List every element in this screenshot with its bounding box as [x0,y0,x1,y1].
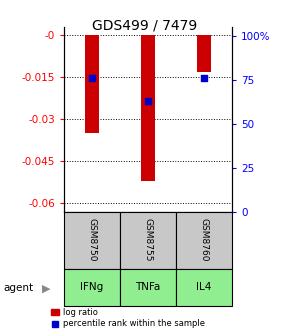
Bar [197,35,211,72]
Text: agent: agent [3,283,33,293]
Bar [64,212,120,269]
Text: GDS499 / 7479: GDS499 / 7479 [93,18,197,33]
Bar [120,269,176,306]
Point [90,75,94,81]
Text: GSM8755: GSM8755 [143,218,153,262]
Legend: log ratio, percentile rank within the sample: log ratio, percentile rank within the sa… [48,305,208,332]
Text: GSM8750: GSM8750 [87,218,96,262]
Point [146,98,150,103]
Bar [141,35,155,181]
Text: TNFa: TNFa [135,282,161,292]
Point [202,75,206,81]
Bar [64,269,120,306]
Text: IL4: IL4 [196,282,212,292]
Bar [176,269,232,306]
Text: ▶: ▶ [42,283,51,293]
Bar [120,212,176,269]
Text: GSM8760: GSM8760 [200,218,209,262]
Bar [85,35,99,133]
Text: IFNg: IFNg [80,282,104,292]
Bar [176,212,232,269]
